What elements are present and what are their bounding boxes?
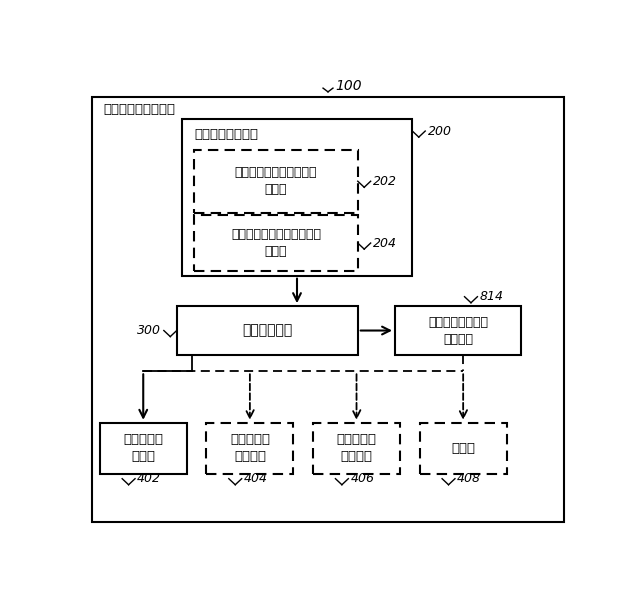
Text: 204: 204 bbox=[373, 236, 397, 250]
Text: オーディオ・コンテンツ
分類器: オーディオ・コンテンツ 分類器 bbox=[235, 166, 317, 196]
Text: 等化器: 等化器 bbox=[451, 442, 475, 455]
Text: サラウンド
仮想化器: サラウンド 仮想化器 bbox=[230, 433, 270, 464]
Text: 調整ユニット: 調整ユニット bbox=[242, 324, 292, 338]
FancyBboxPatch shape bbox=[420, 423, 507, 474]
Text: オーディオ処理装置: オーディオ処理装置 bbox=[104, 102, 176, 116]
FancyBboxPatch shape bbox=[194, 150, 358, 213]
FancyBboxPatch shape bbox=[100, 423, 187, 474]
FancyBboxPatch shape bbox=[177, 306, 358, 355]
Text: 202: 202 bbox=[373, 175, 397, 188]
Text: オーディオ分類器: オーディオ分類器 bbox=[194, 128, 258, 141]
Text: 404: 404 bbox=[244, 472, 268, 485]
Text: 200: 200 bbox=[428, 125, 452, 138]
Text: 300: 300 bbox=[138, 324, 161, 337]
Text: ダイアログ
向上器: ダイアログ 向上器 bbox=[124, 433, 163, 464]
FancyBboxPatch shape bbox=[395, 306, 522, 355]
Text: 100: 100 bbox=[335, 79, 362, 93]
Text: オーディオ・コンテキスト
分類器: オーディオ・コンテキスト 分類器 bbox=[231, 228, 321, 258]
Text: ボリューム
平準化器: ボリューム 平準化器 bbox=[337, 433, 376, 464]
FancyBboxPatch shape bbox=[92, 97, 564, 522]
FancyBboxPatch shape bbox=[207, 423, 293, 474]
Text: 402: 402 bbox=[137, 472, 161, 485]
FancyBboxPatch shape bbox=[182, 119, 412, 276]
Text: 406: 406 bbox=[350, 472, 374, 485]
FancyBboxPatch shape bbox=[313, 423, 400, 474]
Text: パラメータ平滑化
ユニット: パラメータ平滑化 ユニット bbox=[428, 316, 488, 345]
FancyBboxPatch shape bbox=[194, 215, 358, 271]
Text: 814: 814 bbox=[480, 290, 504, 303]
Text: 408: 408 bbox=[457, 472, 481, 485]
